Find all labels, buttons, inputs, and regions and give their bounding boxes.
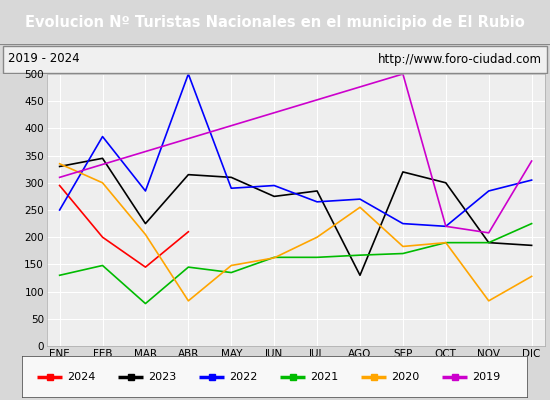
FancyBboxPatch shape — [22, 356, 528, 398]
Text: Evolucion Nº Turistas Nacionales en el municipio de El Rubio: Evolucion Nº Turistas Nacionales en el m… — [25, 14, 525, 30]
Text: http://www.foro-ciudad.com: http://www.foro-ciudad.com — [378, 52, 542, 66]
Text: 2021: 2021 — [310, 372, 339, 382]
Text: 2019: 2019 — [472, 372, 500, 382]
Text: 2024: 2024 — [68, 372, 96, 382]
FancyBboxPatch shape — [3, 46, 547, 72]
Text: 2020: 2020 — [392, 372, 420, 382]
Text: 2023: 2023 — [148, 372, 177, 382]
Text: 2019 - 2024: 2019 - 2024 — [8, 52, 80, 66]
Text: 2022: 2022 — [229, 372, 258, 382]
